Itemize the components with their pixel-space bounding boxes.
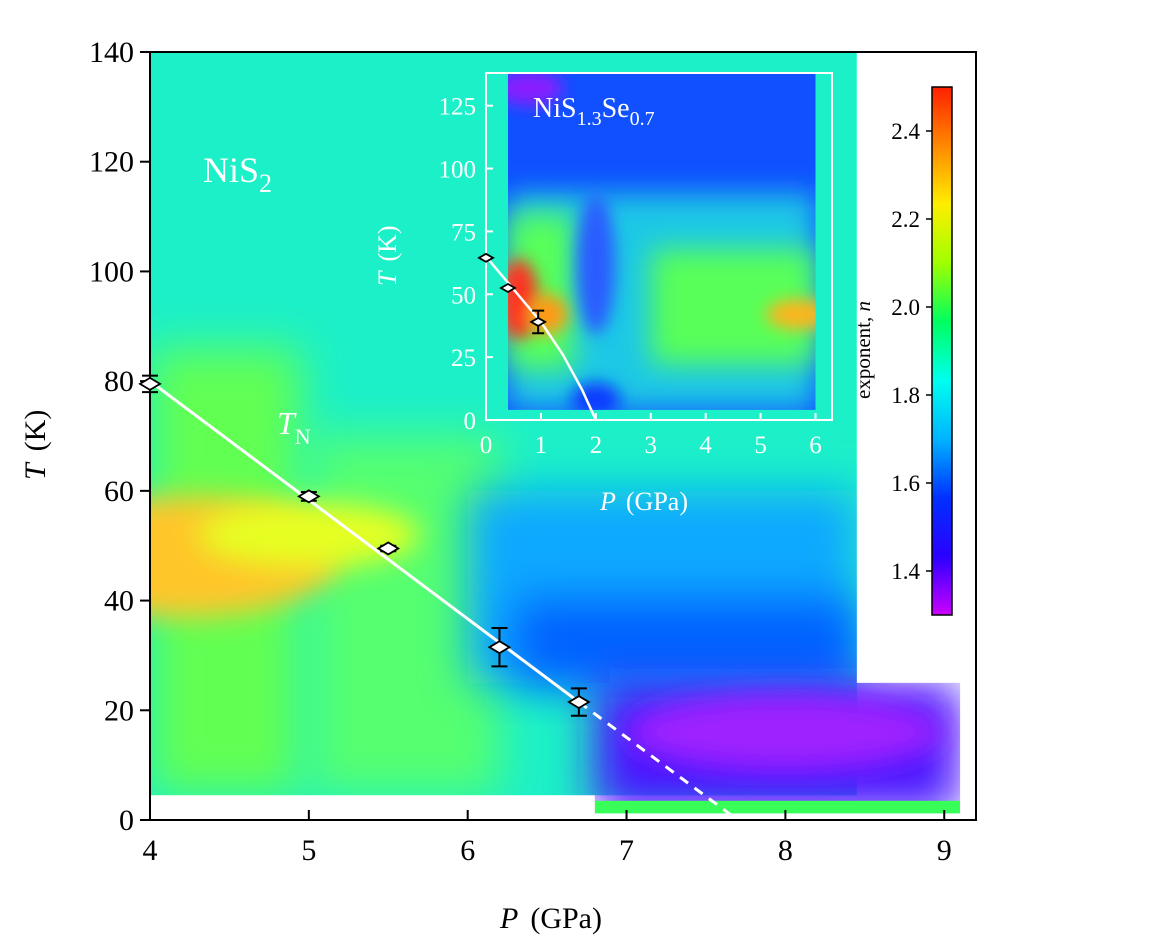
data-point-marker <box>138 376 162 391</box>
data-point-marker <box>487 640 512 655</box>
main-overlay <box>138 374 739 822</box>
inset-y-tick-label: 100 <box>439 157 477 184</box>
inset-axes: 0 1 2 3 4 5 6 0 25 50 75 100 125 <box>439 72 833 459</box>
heatmap-hotspot <box>626 693 945 771</box>
unmeasured-region <box>856 52 976 683</box>
inset-sample-label: NiS1.3Se0.7 <box>533 93 655 130</box>
inset-y-tick-label: 50 <box>451 282 476 309</box>
inset-unmeasured-region <box>815 73 832 420</box>
inset-x-tick-label: 6 <box>809 432 822 459</box>
unmeasured-region <box>960 52 976 820</box>
x-tick-label: 9 <box>937 834 952 867</box>
colorbar-tick-label: 1.8 <box>891 383 920 408</box>
colorbar: 1.4 1.6 1.8 2.0 2.2 2.4 <box>891 86 953 616</box>
x-axis-label: P (GPa) <box>499 902 602 935</box>
x-tick-label: 8 <box>778 834 793 867</box>
x-tick-label: 4 <box>143 834 158 867</box>
data-point-marker <box>297 489 321 504</box>
colorbar-tick-label: 2.4 <box>891 119 920 144</box>
x-tick-label: 5 <box>301 834 316 867</box>
inset-x-tick-label: 0 <box>480 432 493 459</box>
colorbar-gradient <box>931 86 953 616</box>
inset-y-tick-label: 125 <box>439 94 477 121</box>
neel-temperature-label: TN <box>277 405 311 449</box>
inset-frame <box>485 72 833 421</box>
inset-x-tick-label: 3 <box>645 432 658 459</box>
y-tick-label: 40 <box>104 585 134 618</box>
y-tick-label: 80 <box>104 365 134 398</box>
inset-heatmap-hotspot <box>496 73 563 106</box>
y-tick-label: 60 <box>104 475 134 508</box>
colorbar-tick-label: 2.0 <box>891 295 920 320</box>
y-tick-label: 0 <box>119 804 134 837</box>
inset-y-tick-label: 0 <box>464 408 477 435</box>
phase-boundary-extrapolation <box>577 700 739 822</box>
heatmap-region <box>515 600 857 683</box>
inset-heatmap-hotspot <box>576 193 616 335</box>
y-tick-label: 100 <box>89 255 134 288</box>
unmeasured-region <box>594 813 961 820</box>
inset-x-tick-label: 5 <box>754 432 767 459</box>
inset-data-point-marker <box>499 282 517 294</box>
y-tick-label: 120 <box>89 146 134 179</box>
inset-y-tick-label: 75 <box>451 219 476 246</box>
main-plot-frame <box>149 51 977 821</box>
inset-y-tick-label: 25 <box>451 345 476 372</box>
heatmap-hotspot <box>197 501 421 568</box>
colorbar-label: exponent, n <box>851 301 875 399</box>
sample-label-nis2: NiS2 <box>203 150 272 198</box>
data-point-marker <box>376 541 401 556</box>
inset-x-tick-label: 2 <box>590 432 603 459</box>
colorbar-tick-label: 2.2 <box>891 207 920 232</box>
x-tick-label: 6 <box>460 834 475 867</box>
data-point-marker <box>567 695 591 710</box>
colorbar-tick-label: 1.6 <box>891 471 920 496</box>
inset-x-tick-label: 1 <box>535 432 548 459</box>
inset-unmeasured-region <box>486 409 832 420</box>
inset-x-tick-label: 4 <box>699 432 712 459</box>
inset-heatmap <box>486 73 832 420</box>
heatmap-region <box>594 800 961 814</box>
inset-x-axis-label: P (GPa) <box>599 487 688 516</box>
x-tick-label: 7 <box>619 834 634 867</box>
y-tick-label: 20 <box>104 694 134 727</box>
inset-y-axis-label: T(K) <box>373 225 402 286</box>
unmeasured-region <box>150 795 595 820</box>
inset-overlay <box>477 252 597 421</box>
inset-data-point-marker <box>529 316 547 327</box>
inset-unmeasured-region <box>486 73 508 420</box>
colorbar-tick-label: 1.4 <box>891 559 920 584</box>
inset-data-point-marker <box>477 252 495 263</box>
y-tick-label: 140 <box>89 36 134 69</box>
y-axis-label: T(K) <box>19 410 52 480</box>
